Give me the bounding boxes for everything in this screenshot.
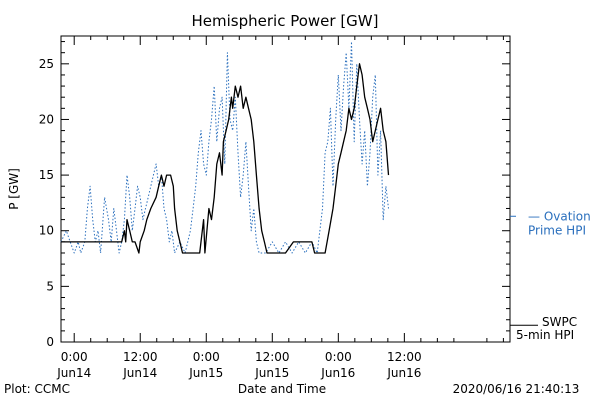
x-tick-label-time: 0:00 xyxy=(61,350,88,364)
timestamp: 2020/06/16 21:40:13 xyxy=(453,382,580,396)
x-tick-label-time: 12:00 xyxy=(123,350,158,364)
y-tick-label: 5 xyxy=(46,279,54,293)
axes: 0 5 10 15 20 25 0:00 Jun14 12:00 Jun14 0:00 Jun15 12… xyxy=(39,36,510,380)
y-tick-label: 0 xyxy=(46,335,54,349)
x-tick-label-date: Jun16 xyxy=(320,366,355,380)
ovation-legend-label: — Ovation xyxy=(528,209,591,223)
swpc-legend-label: SWPC xyxy=(542,315,577,329)
y-tick-label: 20 xyxy=(39,112,54,126)
x-tick-label-time: 12:00 xyxy=(255,350,290,364)
series-layer xyxy=(60,41,390,254)
x-tick-label-date: Jun14 xyxy=(56,366,91,380)
chart-title: Hemispheric Power [GW] xyxy=(192,12,379,30)
plot-frame xyxy=(60,35,511,343)
x-tick-label-time: 12:00 xyxy=(387,350,422,364)
swpc-series-line xyxy=(61,63,390,254)
x-axis-label: Date and Time xyxy=(238,382,326,396)
x-tick-label-time: 0:00 xyxy=(193,350,220,364)
swpc-legend-label-2: 5-min HPI xyxy=(516,328,574,342)
x-tick-label-date: Jun15 xyxy=(188,366,223,380)
y-tick-label: 10 xyxy=(39,224,54,238)
y-tick-label: 25 xyxy=(39,57,54,71)
x-tick-label-time: 0:00 xyxy=(325,350,352,364)
ovation-prime-series-line xyxy=(60,41,389,254)
x-tick-label-date: Jun14 xyxy=(122,366,157,380)
plot-credit: Plot: CCMC xyxy=(4,382,70,396)
y-tick-label: 15 xyxy=(39,168,54,182)
y-axis-label: P [GW] xyxy=(7,168,21,210)
x-tick-label-date: Jun16 xyxy=(386,366,421,380)
ovation-legend-label-2: Prime HPI xyxy=(528,223,586,237)
x-tick-label-date: Jun15 xyxy=(254,366,289,380)
